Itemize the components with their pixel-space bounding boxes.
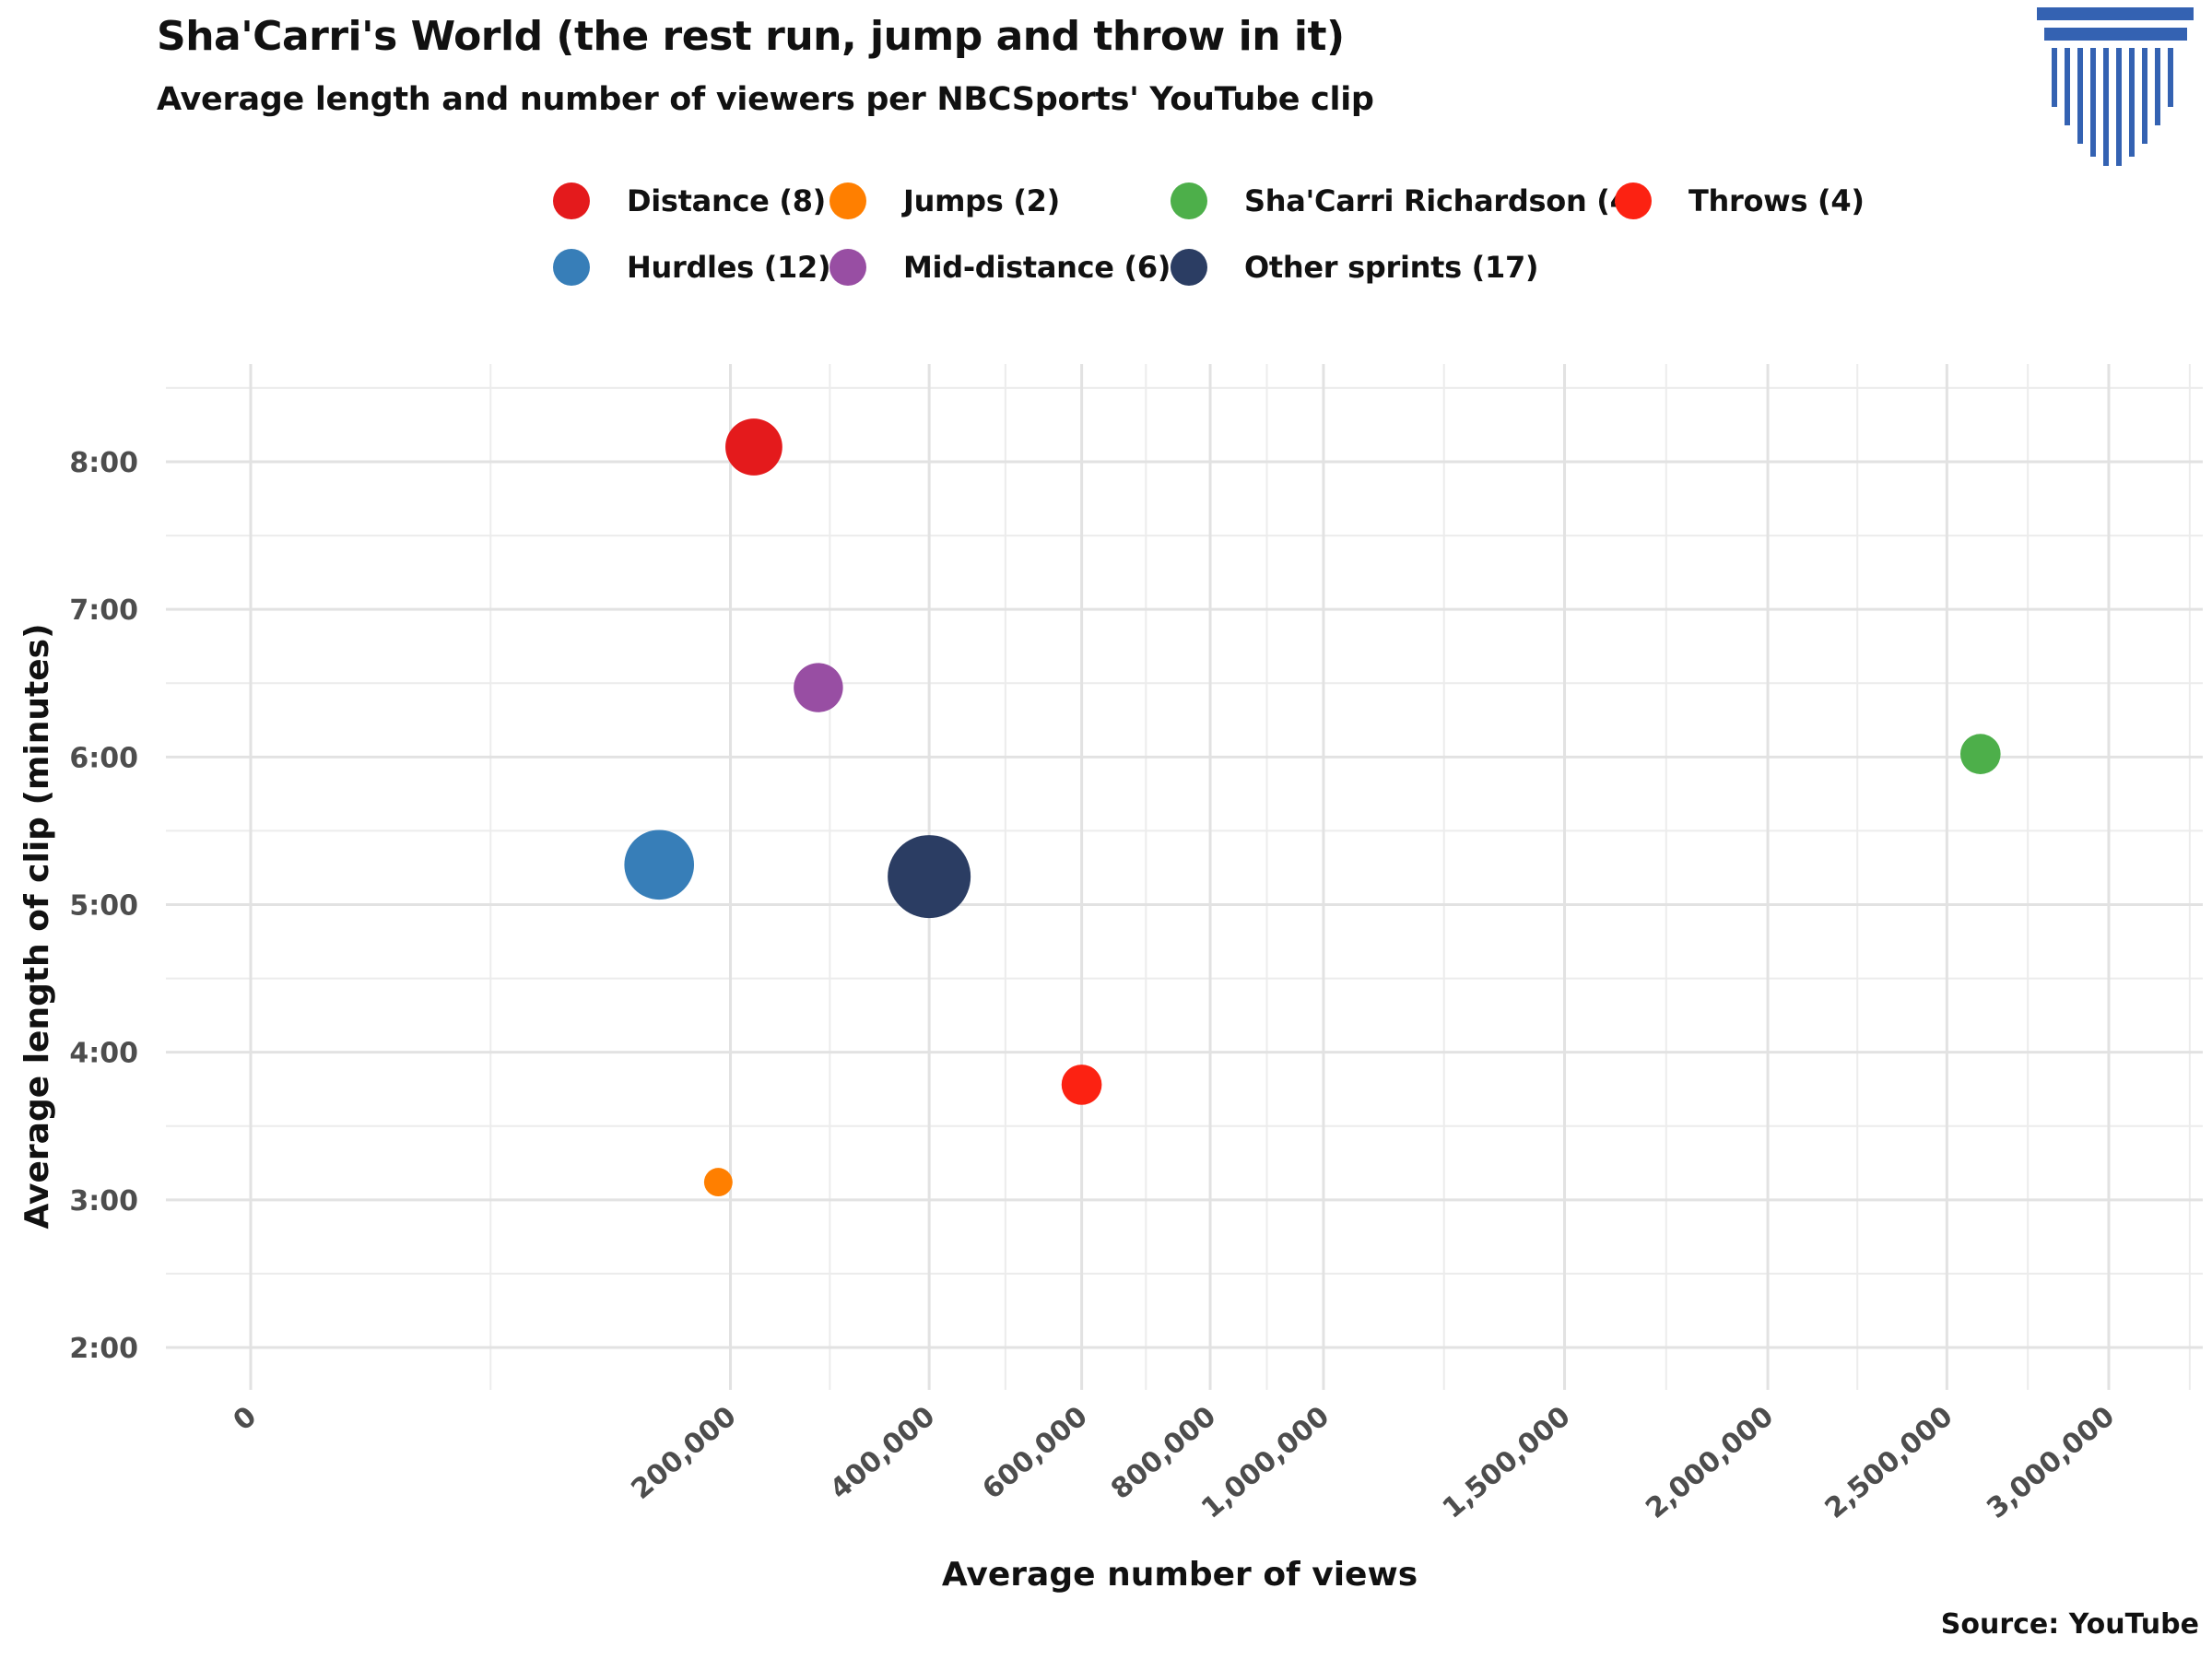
x-tick-label: 1,500,000 <box>1437 1400 1577 1524</box>
source-note: Source: YouTube <box>1940 1608 2199 1641</box>
x-tick-label: 600,000 <box>977 1400 1094 1506</box>
y-tick-label: 8:00 <box>69 447 138 479</box>
legend-label: Other sprints (17) <box>1244 250 1539 285</box>
legend-label: Distance (8) <box>627 183 826 218</box>
legend-label: Jumps (2) <box>903 183 1060 218</box>
y-tick-label: 5:00 <box>69 890 138 923</box>
legend-label: Throws (4) <box>1688 183 1865 218</box>
point-mid-distance <box>794 663 843 712</box>
point-distance <box>725 418 782 476</box>
y-tick-label: 3:00 <box>69 1185 138 1218</box>
point-jumps <box>703 1168 733 1197</box>
y-axis-title: Average length of clip (minutes) <box>18 623 56 1229</box>
legend-item-sha-carri-richardson: Sha'Carri Richardson (4) <box>1171 182 1643 219</box>
legend-swatch <box>1615 182 1652 219</box>
legend-label: Hurdles (12) <box>627 250 831 285</box>
legend-item-other-sprints: Other sprints (17) <box>1171 249 1539 286</box>
legend-item-mid-distance: Mid-distance (6) <box>830 249 1171 286</box>
y-tick-label: 6:00 <box>69 742 138 774</box>
point-sha-carri-richardson <box>1959 734 2001 774</box>
y-tick-label: 7:00 <box>69 594 138 627</box>
y-tick-label: 4:00 <box>69 1038 138 1070</box>
columns-logo-icon <box>2037 7 2194 166</box>
x-tick-label: 2,000,000 <box>1640 1400 1780 1524</box>
legend-item-hurdles: Hurdles (12) <box>553 249 831 286</box>
x-tick-label: 800,000 <box>1105 1400 1222 1506</box>
legend-swatch <box>1171 182 1207 219</box>
point-hurdles <box>624 830 695 900</box>
legend-item-throws: Throws (4) <box>1615 182 1865 219</box>
legend-item-jumps: Jumps (2) <box>830 182 1060 219</box>
point-other-sprints <box>888 835 971 919</box>
legend-label: Sha'Carri Richardson (4) <box>1244 183 1643 218</box>
legend-swatch <box>830 249 866 286</box>
x-tick-label: 2,500,000 <box>1819 1400 1959 1524</box>
point-throws <box>1061 1065 1102 1105</box>
legend-item-distance: Distance (8) <box>553 182 826 219</box>
legend-label: Mid-distance (6) <box>903 250 1171 285</box>
grid-minor <box>166 364 2203 1390</box>
legend-swatch <box>553 249 590 286</box>
x-tick-label: 3,000,000 <box>1981 1400 2121 1524</box>
chart-subtitle: Average length and number of viewers per… <box>157 81 1374 118</box>
legend-swatch <box>830 182 866 219</box>
x-tick-label: 0 <box>228 1400 263 1437</box>
legend-swatch <box>1171 249 1207 286</box>
x-tick-label: 200,000 <box>626 1400 743 1506</box>
data-points <box>624 418 2001 1197</box>
x-tick-label: 400,000 <box>824 1400 941 1506</box>
y-tick-label: 2:00 <box>69 1333 138 1365</box>
legend-swatch <box>553 182 590 219</box>
chart-title: Sha'Carri's World (the rest run, jump an… <box>157 13 1345 60</box>
legend: Distance (8) Hurdles (12) Jumps (2) Mid-dis… <box>0 0 2212 304</box>
grid-major <box>166 364 2203 1390</box>
y-tick-labels: 2:00 3:00 4:00 5:00 6:00 7:00 8:00 <box>69 447 138 1365</box>
x-axis-title: Average number of views <box>942 1556 1418 1594</box>
